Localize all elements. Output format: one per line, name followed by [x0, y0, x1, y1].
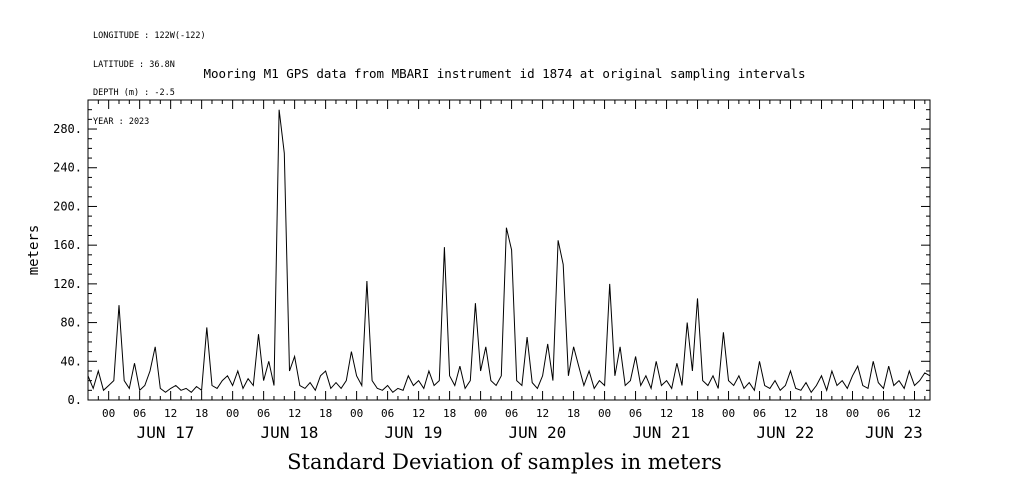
svg-text:18: 18 — [691, 407, 704, 420]
svg-text:JUN 18: JUN 18 — [261, 423, 319, 442]
svg-text:06: 06 — [133, 407, 146, 420]
svg-text:12: 12 — [908, 407, 921, 420]
svg-text:meters: meters — [26, 225, 42, 276]
svg-text:12: 12 — [660, 407, 673, 420]
svg-text:JUN 19: JUN 19 — [385, 423, 443, 442]
svg-text:240.: 240. — [53, 161, 82, 175]
svg-text:12: 12 — [288, 407, 301, 420]
chart-title: Mooring M1 GPS data from MBARI instrumen… — [203, 66, 806, 81]
svg-text:18: 18 — [443, 407, 456, 420]
svg-text:00: 00 — [846, 407, 859, 420]
svg-text:00: 00 — [102, 407, 115, 420]
plot-frame — [87, 99, 931, 401]
longitude-label: LONGITUDE : 122W(-122) — [93, 31, 206, 41]
svg-text:18: 18 — [815, 407, 828, 420]
svg-text:06: 06 — [877, 407, 890, 420]
svg-text:00: 00 — [350, 407, 363, 420]
svg-text:18: 18 — [195, 407, 208, 420]
svg-text:160.: 160. — [53, 238, 82, 252]
data-line — [87, 109, 931, 394]
depth-label: DEPTH (m) : -2.5 — [93, 88, 175, 98]
svg-text:JUN 23: JUN 23 — [865, 423, 923, 442]
svg-text:06: 06 — [257, 407, 270, 420]
svg-text:00: 00 — [722, 407, 735, 420]
svg-text:280.: 280. — [53, 122, 82, 136]
latitude-label: LATITUDE : 36.8N — [93, 59, 175, 70]
svg-text:40.: 40. — [60, 354, 82, 368]
svg-text:06: 06 — [629, 407, 642, 420]
year-label: YEAR : 2023 — [93, 116, 150, 127]
svg-text:120.: 120. — [53, 277, 82, 291]
svg-text:12: 12 — [412, 407, 425, 420]
svg-text:06: 06 — [381, 407, 394, 420]
bottom-caption: Standard Deviation of samples in meters — [287, 450, 722, 474]
svg-text:JUN 21: JUN 21 — [632, 423, 690, 442]
svg-text:80.: 80. — [60, 316, 82, 330]
svg-text:12: 12 — [536, 407, 549, 420]
svg-text:06: 06 — [753, 407, 766, 420]
svg-text:18: 18 — [567, 407, 580, 420]
svg-text:18: 18 — [319, 407, 332, 420]
svg-text:00: 00 — [226, 407, 239, 420]
svg-text:0.: 0. — [68, 393, 82, 407]
svg-text:JUN 20: JUN 20 — [509, 423, 567, 442]
y-axis: 0. 40. 80. 120. 160. 200. 240. 280. meters — [26, 109, 930, 407]
svg-text:00: 00 — [598, 407, 611, 420]
metadata-block: LONGITUDE : 122W(-122) LATITUDE : 36.8N … — [93, 13, 206, 146]
x-axis: 00 06 12 18 00 06 12 18 00 06 12 18 00 06 12 18 00 06 12 18… — [87, 100, 926, 442]
svg-text:00: 00 — [474, 407, 487, 420]
svg-text:12: 12 — [784, 407, 797, 420]
svg-text:200.: 200. — [53, 199, 82, 213]
svg-text:12: 12 — [164, 407, 177, 420]
svg-text:06: 06 — [505, 407, 518, 420]
svg-text:JUN 22: JUN 22 — [756, 423, 814, 442]
svg-text:JUN 17: JUN 17 — [137, 423, 195, 442]
